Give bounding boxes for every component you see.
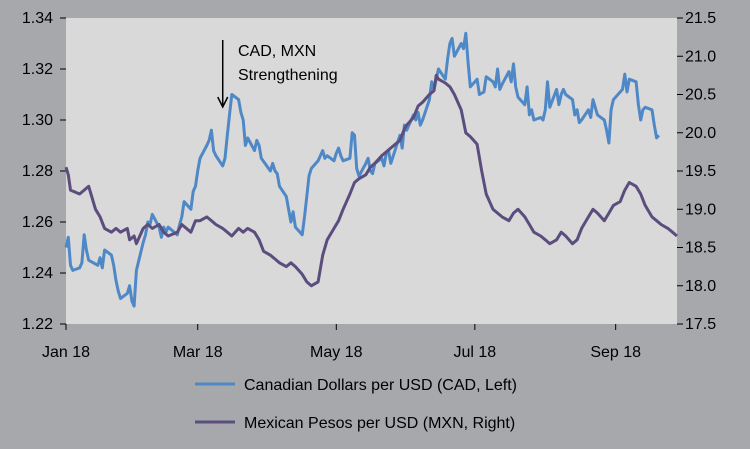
right-tick-label: 18.0	[685, 278, 716, 295]
cad-series-line	[64, 31, 660, 308]
x-axis-ticks: Jan 18 Mar 18 May 18 Jul 18 Sep 18	[42, 324, 641, 361]
left-tick-label: 1.26	[22, 214, 53, 231]
x-tick-label: Sep 18	[590, 344, 641, 361]
x-tick-label: May 18	[310, 344, 363, 361]
mxn-series-line	[64, 73, 678, 288]
x-tick-label: Mar 18	[173, 344, 223, 361]
right-tick-label: 21.0	[685, 48, 716, 65]
right-axis-ticks: 17.5 18.0 18.5 19.0 19.5 20.0 20.5 21.0 21.5	[677, 10, 716, 333]
right-tick-label: 20.0	[685, 125, 716, 142]
left-tick-label: 1.30	[22, 112, 53, 129]
right-tick-label: 17.5	[685, 316, 716, 333]
annotation-line-2: Strengthening	[238, 67, 338, 84]
left-tick-label: 1.24	[22, 265, 53, 282]
x-tick-label: Jul 18	[453, 344, 496, 361]
left-axis-ticks: 1.22 1.24 1.26 1.28 1.30 1.32 1.34	[22, 10, 66, 333]
right-tick-label: 19.0	[685, 201, 716, 218]
left-tick-label: 1.34	[22, 10, 53, 27]
annotation: CAD, MXN Strengthening	[217, 40, 338, 109]
x-tick-label: Jan 18	[42, 344, 90, 361]
annotation-arrow-head	[217, 96, 229, 109]
left-tick-label: 1.28	[22, 163, 53, 180]
legend: Canadian Dollars per USD (CAD, Left) Mex…	[195, 377, 517, 432]
legend-mxn-label: Mexican Pesos per USD (MXN, Right)	[244, 415, 515, 432]
left-tick-label: 1.22	[22, 316, 53, 333]
legend-cad-label: Canadian Dollars per USD (CAD, Left)	[244, 377, 517, 394]
right-tick-label: 20.5	[685, 87, 716, 104]
right-tick-label: 19.5	[685, 163, 716, 180]
right-tick-label: 18.5	[685, 240, 716, 257]
left-tick-label: 1.32	[22, 61, 53, 78]
annotation-line-1: CAD, MXN	[238, 43, 316, 60]
right-tick-label: 21.5	[685, 10, 716, 27]
